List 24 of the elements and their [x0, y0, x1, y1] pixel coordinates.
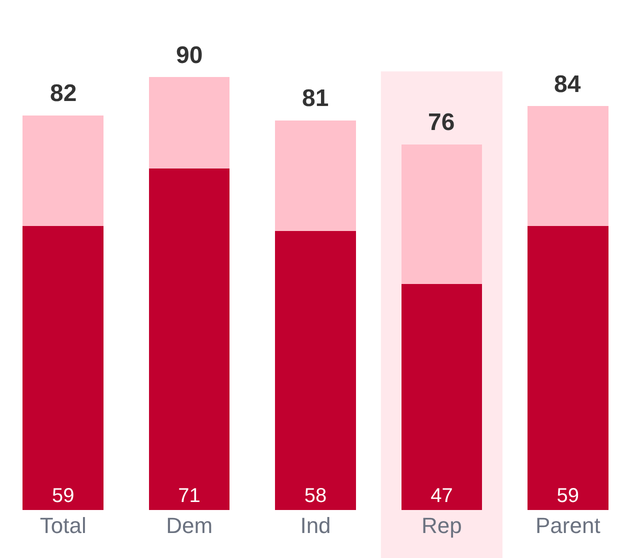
bar [22, 226, 104, 510]
total-label: 82 [50, 80, 77, 107]
bar [528, 106, 608, 226]
data-label: 71 [178, 485, 200, 507]
x-tick-label: Rep [422, 513, 462, 538]
data-label: 59 [556, 485, 580, 507]
data-label: 47 [430, 485, 453, 507]
total-label: 76 [428, 109, 455, 136]
bar [148, 168, 230, 510]
data-label: 58 [304, 485, 327, 507]
data-label: 59 [52, 485, 74, 507]
bar [528, 226, 608, 510]
bar [401, 284, 482, 510]
bar [275, 120, 356, 231]
total-label: 90 [176, 42, 203, 69]
x-tick-label: Ind [300, 513, 331, 538]
total-label: 81 [302, 85, 329, 112]
x-tick-label: Dem [166, 513, 213, 538]
bar [148, 77, 230, 168]
bar [22, 115, 104, 226]
total-label: 84 [554, 71, 582, 98]
x-tick-label: Total [40, 513, 86, 538]
x-tick-label: Parent [535, 513, 600, 538]
bar [275, 230, 356, 510]
